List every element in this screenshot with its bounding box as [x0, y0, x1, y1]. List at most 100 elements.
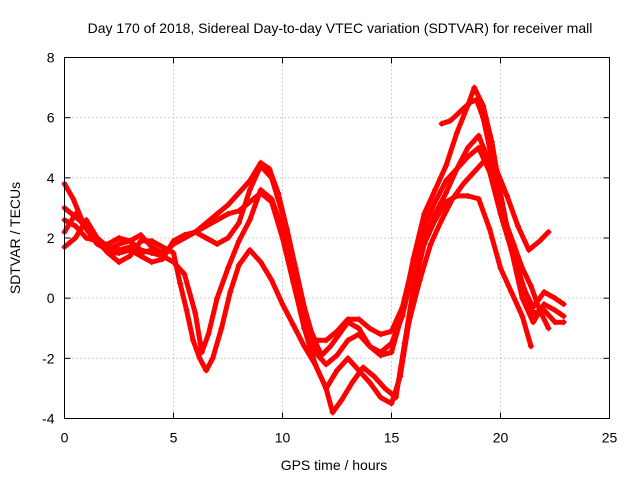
- data-point: [447, 117, 454, 124]
- x-tick-label: 15: [384, 430, 400, 446]
- data-point: [257, 259, 264, 266]
- data-point: [268, 277, 275, 284]
- x-tick-label: 10: [275, 430, 291, 446]
- series-markers: [61, 84, 567, 359]
- data-point: [183, 307, 190, 314]
- data-point: [214, 216, 221, 223]
- data-point: [334, 352, 340, 359]
- x-axis-label: GPS time / hours: [281, 457, 388, 473]
- data-point: [279, 235, 286, 241]
- data-point: [552, 307, 558, 314]
- data-point: [471, 84, 478, 91]
- data-point: [460, 105, 467, 112]
- data-point: [268, 198, 275, 205]
- data-point: [519, 283, 526, 290]
- data-point: [126, 247, 133, 254]
- data-point: [334, 367, 340, 374]
- y-tick-label: 2: [47, 230, 55, 246]
- data-point: [83, 216, 90, 223]
- series-markers: [61, 144, 567, 344]
- data-point: [225, 235, 231, 241]
- data-point: [466, 99, 473, 106]
- data-point: [177, 280, 184, 287]
- data-point: [530, 319, 537, 326]
- data-point: [377, 331, 384, 338]
- data-point: [453, 165, 460, 172]
- data-point: [381, 385, 388, 392]
- data-point: [530, 310, 537, 317]
- data-point: [388, 349, 395, 356]
- data-point: [344, 355, 351, 362]
- series-layer: [61, 84, 567, 416]
- data-point: [464, 144, 471, 151]
- data-point: [301, 343, 308, 350]
- data-point: [159, 244, 166, 251]
- data-point: [443, 189, 449, 196]
- data-point: [355, 316, 362, 323]
- series-track-3: [61, 156, 552, 407]
- y-tick-label: 0: [47, 290, 55, 306]
- data-point: [545, 325, 552, 332]
- data-point: [405, 319, 412, 326]
- series-markers: [61, 156, 552, 407]
- data-point: [541, 289, 548, 296]
- data-point: [334, 328, 340, 335]
- data-point: [421, 222, 428, 229]
- data-point: [410, 259, 417, 266]
- data-point: [301, 325, 308, 332]
- data-point: [312, 337, 319, 344]
- data-point: [338, 397, 345, 404]
- data-point: [464, 192, 471, 199]
- chart-title: Day 170 of 2018, Sidereal Day-to-day VTE…: [88, 20, 593, 36]
- data-point: [453, 129, 460, 136]
- data-point: [170, 250, 177, 257]
- data-point: [536, 238, 543, 245]
- data-point: [290, 322, 297, 329]
- x-tick-label: 0: [61, 430, 69, 446]
- data-point: [148, 244, 155, 251]
- data-point: [203, 367, 210, 374]
- data-point: [560, 313, 567, 320]
- data-point: [475, 144, 482, 151]
- data-point: [432, 186, 439, 193]
- data-point: [72, 222, 79, 229]
- data-point: [377, 349, 384, 356]
- data-point: [137, 238, 144, 245]
- data-point: [366, 325, 373, 332]
- data-point: [126, 253, 133, 260]
- data-point: [519, 313, 526, 320]
- data-point: [72, 213, 79, 220]
- data-point: [514, 222, 521, 229]
- data-point: [449, 195, 456, 202]
- data-point: [190, 337, 197, 344]
- data-point: [501, 216, 508, 223]
- data-point: [105, 250, 112, 257]
- data-point: [552, 295, 558, 302]
- data-point: [235, 189, 242, 196]
- data-point: [560, 301, 567, 308]
- data-point: [137, 231, 144, 238]
- data-point: [397, 373, 404, 380]
- y-tick-label: 4: [47, 170, 55, 186]
- data-point: [214, 295, 221, 302]
- series-track-1: [61, 84, 567, 359]
- data-point: [170, 238, 177, 245]
- data-point: [525, 247, 532, 254]
- data-point: [545, 228, 552, 235]
- y-tick-label: 8: [47, 50, 55, 66]
- data-point: [528, 283, 535, 290]
- data-point: [427, 241, 434, 248]
- data-point: [126, 238, 133, 245]
- data-point: [519, 265, 526, 272]
- data-point: [235, 238, 242, 245]
- data-point: [72, 235, 79, 241]
- data-point: [266, 165, 273, 172]
- data-point: [399, 304, 406, 311]
- data-point: [181, 231, 188, 238]
- data-point: [349, 379, 356, 386]
- data-point: [192, 310, 199, 317]
- data-point: [443, 162, 449, 169]
- data-point: [225, 201, 231, 208]
- data-point: [301, 313, 308, 320]
- data-point: [279, 301, 286, 308]
